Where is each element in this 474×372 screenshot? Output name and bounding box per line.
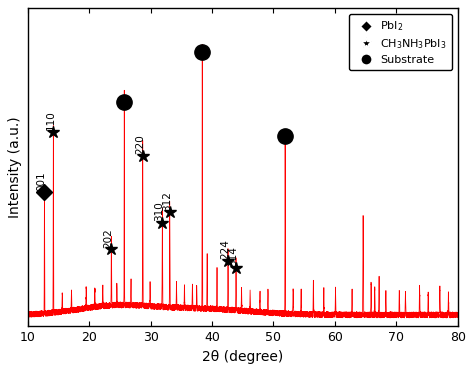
Text: 220: 220	[135, 134, 145, 154]
Y-axis label: Intensity (a.u.): Intensity (a.u.)	[9, 116, 22, 218]
Text: 110: 110	[46, 111, 55, 131]
Text: 202: 202	[104, 228, 114, 248]
Text: 224: 224	[220, 240, 230, 259]
X-axis label: 2θ (degree): 2θ (degree)	[202, 350, 283, 364]
Text: 310: 310	[155, 201, 164, 221]
Text: 001: 001	[36, 171, 47, 191]
Text: 314: 314	[228, 246, 238, 266]
Legend: PbI$_2$, CH$_3$NH$_3$PbI$_3$, Substrate: PbI$_2$, CH$_3$NH$_3$PbI$_3$, Substrate	[349, 14, 452, 70]
Text: 312: 312	[162, 191, 172, 211]
